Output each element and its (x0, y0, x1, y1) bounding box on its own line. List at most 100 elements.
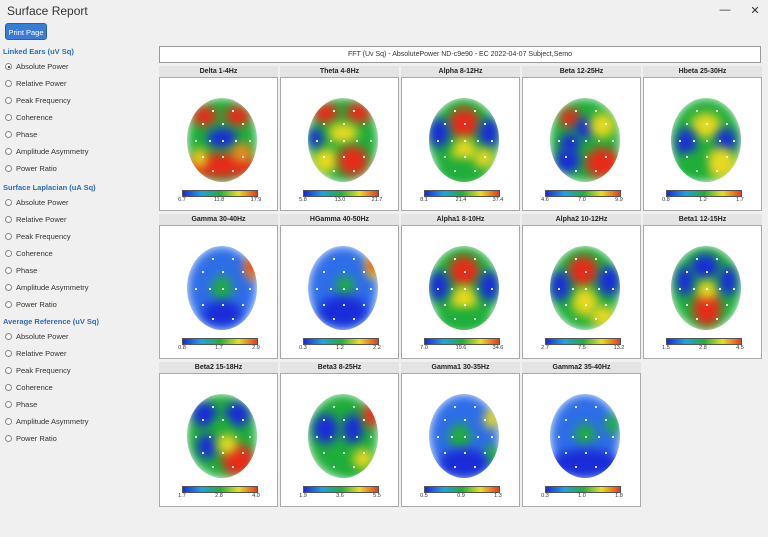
electrode-dot (232, 318, 234, 320)
radio-option-peak-frequency[interactable]: Peak Frequency (5, 231, 71, 242)
electrode-dot (726, 271, 728, 273)
electrode-dot (242, 452, 244, 454)
radio-icon[interactable] (5, 131, 12, 138)
electrode-dot (195, 436, 197, 438)
color-scale-bar (182, 338, 258, 345)
topomap-panel: Beta 12-25Hz 4.6 7.0 9.9 (522, 66, 641, 211)
electrode-dot (222, 436, 224, 438)
radio-option-power-ratio[interactable]: Power Ratio (5, 433, 57, 444)
electrode-dot (686, 304, 688, 306)
radio-icon[interactable] (5, 333, 12, 340)
electrode-dot (612, 140, 614, 142)
electrode-dot (356, 436, 358, 438)
electrode-dot (202, 123, 204, 125)
electrode-dot (706, 156, 708, 158)
radio-icon[interactable] (5, 80, 12, 87)
radio-option-coherence[interactable]: Coherence (5, 112, 53, 123)
radio-option-phase[interactable]: Phase (5, 129, 37, 140)
electrode-dot (209, 436, 211, 438)
radio-icon[interactable] (5, 148, 12, 155)
radio-option-relative-power[interactable]: Relative Power (5, 214, 66, 225)
panel-title: Gamma1 30-35Hz (401, 362, 520, 373)
radio-option-peak-frequency[interactable]: Peak Frequency (5, 365, 71, 376)
topomap-panel: Alpha2 10-12Hz 2.7 7.5 13.2 (522, 214, 641, 359)
radio-option-power-ratio[interactable]: Power Ratio (5, 299, 57, 310)
radio-icon[interactable] (5, 165, 12, 172)
radio-icon[interactable] (5, 216, 12, 223)
panel-title: Alpha 8-12Hz (401, 66, 520, 77)
radio-icon[interactable] (5, 199, 12, 206)
electrode-dot (585, 271, 587, 273)
radio-option-coherence[interactable]: Coherence (5, 248, 53, 259)
radio-label: Power Ratio (16, 164, 57, 173)
scale-label: 13.2 (613, 345, 625, 351)
head-map (187, 98, 257, 182)
heat-blob (590, 113, 615, 138)
electrode-dot (451, 140, 453, 142)
radio-icon[interactable] (5, 97, 12, 104)
radio-icon[interactable] (5, 114, 12, 121)
section-heading: Surface Laplacian (uA Sq) (3, 183, 96, 192)
electrode-dot (484, 452, 486, 454)
radio-icon[interactable] (5, 418, 12, 425)
electrode-dot (565, 304, 567, 306)
minimize-icon[interactable]: — (719, 4, 731, 16)
electrode-dot (363, 304, 365, 306)
scale-label: 2.8 (699, 345, 707, 351)
topomap-panel: Gamma1 30-35Hz 0.5 0.9 1.3 (401, 362, 520, 507)
electrode-dot (343, 140, 345, 142)
radio-option-amplitude-asymmetry[interactable]: Amplitude Asymmetry (5, 416, 89, 427)
electrode-dot (696, 318, 698, 320)
electrode-dot (235, 436, 237, 438)
electrode-dot (323, 156, 325, 158)
scale-label: 2.7 (541, 345, 549, 351)
print-page-button[interactable]: Print Page (5, 23, 47, 40)
radio-icon[interactable] (5, 301, 12, 308)
panel-body: 6.7 11.8 17.9 (159, 77, 278, 211)
electrode-dot (235, 288, 237, 290)
radio-option-absolute-power[interactable]: Absolute Power (5, 61, 69, 72)
color-scale-bar (545, 190, 621, 197)
radio-option-peak-frequency[interactable]: Peak Frequency (5, 95, 71, 106)
radio-icon[interactable] (5, 233, 12, 240)
electrode-dot (232, 258, 234, 260)
close-icon[interactable]: ✕ (750, 5, 760, 17)
radio-option-amplitude-asymmetry[interactable]: Amplitude Asymmetry (5, 282, 89, 293)
electrode-dot (242, 304, 244, 306)
radio-option-relative-power[interactable]: Relative Power (5, 348, 66, 359)
radio-option-absolute-power[interactable]: Absolute Power (5, 331, 69, 342)
panel-title: Beta1 12-15Hz (643, 214, 762, 225)
electrode-dot (484, 156, 486, 158)
electrode-dot (585, 156, 587, 158)
radio-option-phase[interactable]: Phase (5, 399, 37, 410)
radio-icon[interactable] (5, 267, 12, 274)
radio-option-power-ratio[interactable]: Power Ratio (5, 163, 57, 174)
electrode-dot (477, 288, 479, 290)
radio-option-amplitude-asymmetry[interactable]: Amplitude Asymmetry (5, 146, 89, 157)
heat-blob (550, 449, 620, 477)
scale-label: 1.7 (215, 345, 223, 351)
radio-option-phase[interactable]: Phase (5, 265, 37, 276)
heat-blob (706, 148, 736, 178)
radio-icon[interactable] (5, 250, 12, 257)
radio-icon[interactable] (5, 63, 12, 70)
radio-option-absolute-power[interactable]: Absolute Power (5, 197, 69, 208)
radio-option-coherence[interactable]: Coherence (5, 382, 53, 393)
scale-label: 17.9 (250, 197, 262, 203)
radio-icon[interactable] (5, 284, 12, 291)
head-map (671, 98, 741, 182)
electrode-dot (356, 140, 358, 142)
scale-label: 1.9 (299, 493, 307, 499)
radio-icon[interactable] (5, 350, 12, 357)
radio-icon[interactable] (5, 384, 12, 391)
heat-blob (479, 271, 499, 301)
radio-icon[interactable] (5, 435, 12, 442)
electrode-dot (572, 288, 574, 290)
electrode-dot (464, 288, 466, 290)
electrode-dot (249, 436, 251, 438)
radio-icon[interactable] (5, 401, 12, 408)
electrode-dot (209, 288, 211, 290)
radio-option-relative-power[interactable]: Relative Power (5, 78, 66, 89)
radio-icon[interactable] (5, 367, 12, 374)
heat-blob (439, 449, 489, 477)
